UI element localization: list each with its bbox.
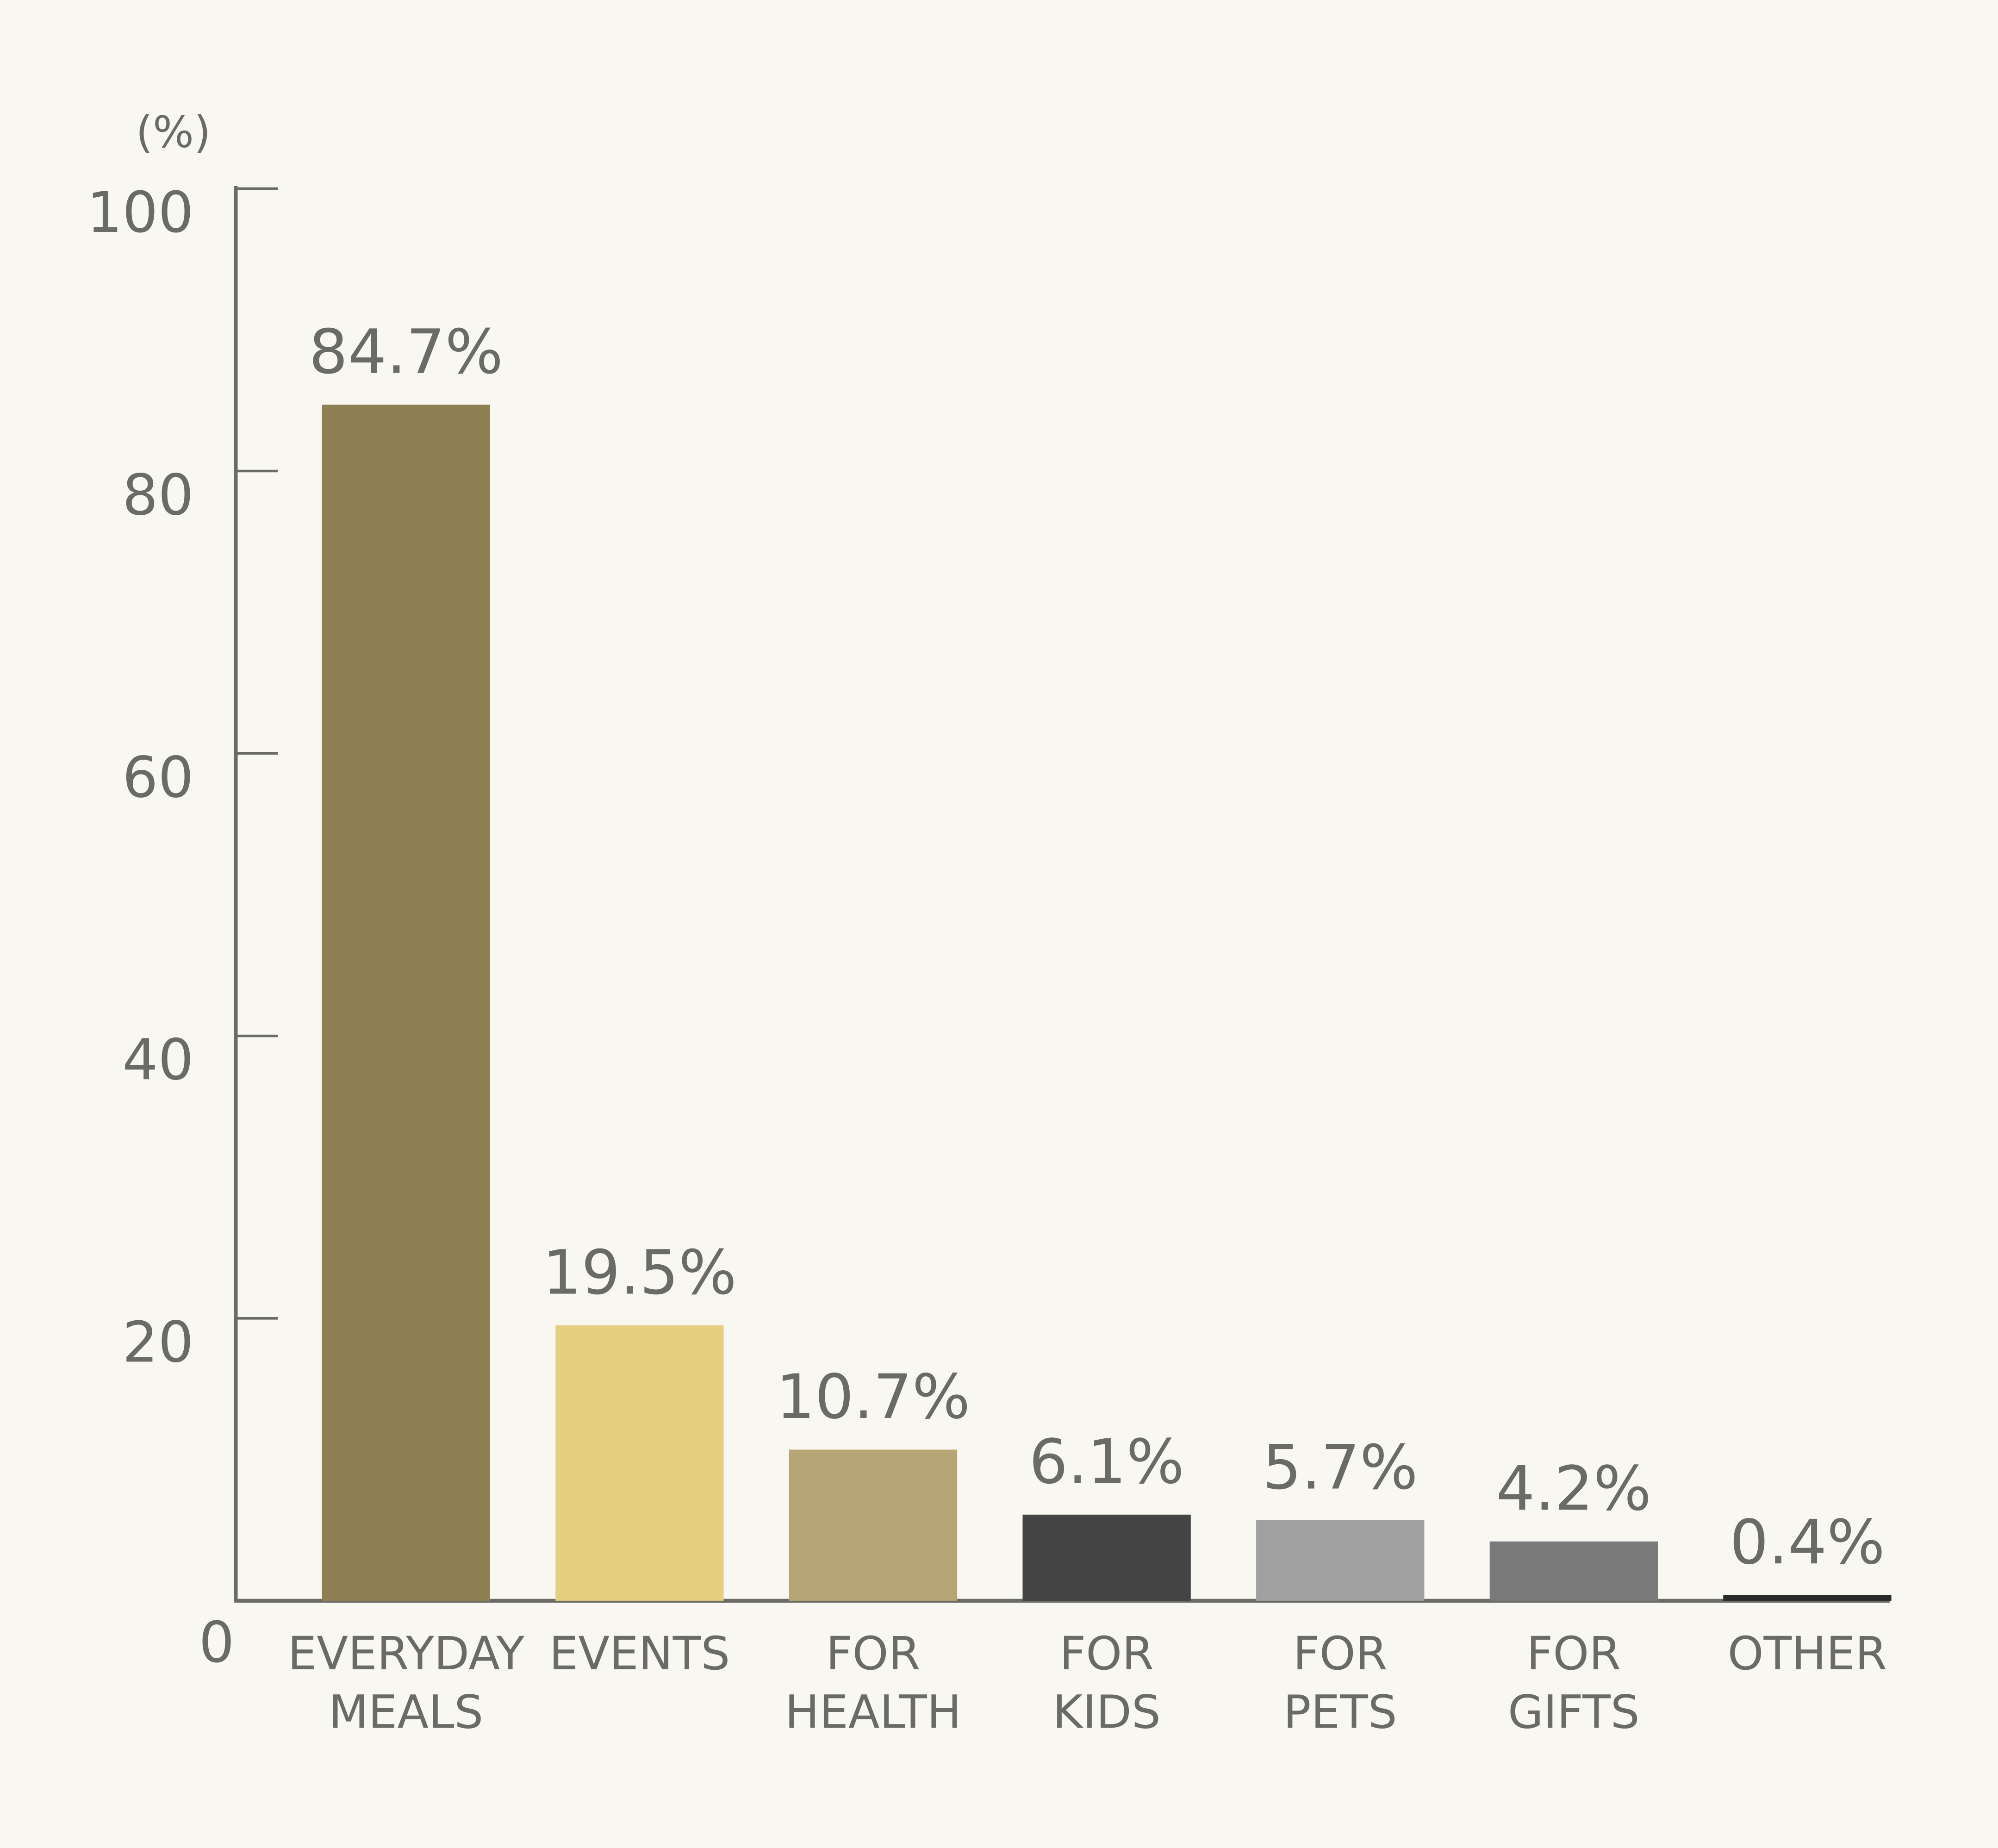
value-label: 84.7%	[309, 317, 503, 388]
x-tick-label: FOR HEALTH	[785, 1627, 962, 1739]
y-tick-label: 20	[122, 1310, 193, 1375]
unit-label: (%)	[136, 107, 211, 158]
x-tick-label: OTHER	[1728, 1627, 1887, 1680]
x-tick-label: EVENTS	[549, 1627, 730, 1680]
bar	[1022, 1514, 1191, 1601]
y-tick-label: 80	[122, 462, 193, 528]
x-tick-label: FOR PETS	[1283, 1627, 1397, 1739]
x-tick-label: FOR GIFTS	[1508, 1627, 1640, 1739]
bar	[1489, 1541, 1658, 1601]
value-label: 19.5%	[542, 1237, 737, 1309]
y-tick-label: 0	[199, 1610, 235, 1675]
y-tick-label: 60	[122, 745, 193, 810]
value-label: 5.7%	[1263, 1432, 1418, 1504]
bar	[1256, 1520, 1425, 1601]
bar	[789, 1449, 958, 1601]
bar	[322, 405, 490, 1601]
value-label: 0.4%	[1730, 1507, 1885, 1578]
y-tick-label: 100	[87, 180, 193, 245]
x-tick-label: EVERYDAY MEALS	[288, 1627, 525, 1739]
bar	[1723, 1595, 1892, 1601]
value-label: 4.2%	[1496, 1453, 1652, 1524]
value-label: 10.7%	[776, 1361, 971, 1433]
bar	[555, 1325, 724, 1601]
y-tick-label: 40	[122, 1027, 193, 1093]
x-tick-label: FOR KIDS	[1052, 1627, 1160, 1739]
value-label: 6.1%	[1029, 1426, 1184, 1498]
